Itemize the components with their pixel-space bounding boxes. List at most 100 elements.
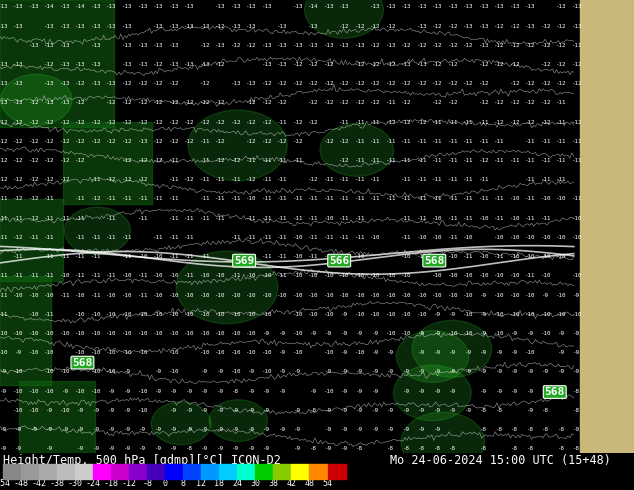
Text: -11: -11 xyxy=(138,196,148,201)
Text: -9: -9 xyxy=(155,369,162,374)
Text: -10: -10 xyxy=(200,350,210,355)
Text: -10: -10 xyxy=(75,331,86,336)
Text: -11: -11 xyxy=(417,196,427,201)
Text: -8: -8 xyxy=(496,408,503,413)
Text: -11: -11 xyxy=(138,216,148,220)
Text: -11: -11 xyxy=(246,158,257,163)
Text: -10: -10 xyxy=(122,273,133,278)
Text: -12: -12 xyxy=(29,120,39,124)
Text: -11: -11 xyxy=(448,216,458,220)
Text: -10: -10 xyxy=(401,273,411,278)
Text: -11: -11 xyxy=(60,254,70,259)
Text: -10: -10 xyxy=(29,389,39,393)
Text: -13: -13 xyxy=(277,24,288,28)
Text: -10: -10 xyxy=(215,350,226,355)
Circle shape xyxy=(151,402,211,445)
Text: -14: -14 xyxy=(75,4,86,9)
Text: -8: -8 xyxy=(450,446,456,451)
Text: 566: 566 xyxy=(329,256,349,266)
Text: -11: -11 xyxy=(262,196,272,201)
Text: -10: -10 xyxy=(138,312,148,317)
Text: -9: -9 xyxy=(155,446,162,451)
Text: -13: -13 xyxy=(494,4,505,9)
Bar xyxy=(0,276,51,385)
Text: 30: 30 xyxy=(250,479,261,488)
Text: -9: -9 xyxy=(171,389,178,393)
Text: -11: -11 xyxy=(91,235,101,240)
Bar xyxy=(219,464,237,479)
Text: -12: -12 xyxy=(525,81,536,86)
Text: -9: -9 xyxy=(527,389,534,393)
Text: -10: -10 xyxy=(401,254,411,259)
Text: -12: -12 xyxy=(432,81,443,86)
Text: -12: -12 xyxy=(510,120,520,124)
Text: -10: -10 xyxy=(153,254,164,259)
Text: -12: -12 xyxy=(401,43,411,48)
Text: -12: -12 xyxy=(417,120,427,124)
Text: -8: -8 xyxy=(356,446,363,451)
Text: -12: -12 xyxy=(122,158,133,163)
Text: -12: -12 xyxy=(308,81,318,86)
Text: -11: -11 xyxy=(184,254,195,259)
Text: -10: -10 xyxy=(138,331,148,336)
Text: -8: -8 xyxy=(387,446,394,451)
Text: -9: -9 xyxy=(481,293,488,297)
Text: 54: 54 xyxy=(323,479,332,488)
Text: -11: -11 xyxy=(401,177,411,182)
Text: -11: -11 xyxy=(308,216,318,220)
Text: -12: -12 xyxy=(385,120,396,124)
Text: -12: -12 xyxy=(370,81,380,86)
Text: -9: -9 xyxy=(325,331,332,336)
Text: -9: -9 xyxy=(248,389,255,393)
Bar xyxy=(292,464,309,479)
Text: -10: -10 xyxy=(169,350,179,355)
Text: -9: -9 xyxy=(93,446,100,451)
Text: -12: -12 xyxy=(44,158,55,163)
Text: -11: -11 xyxy=(13,273,24,278)
Text: -13: -13 xyxy=(91,81,101,86)
Text: -11: -11 xyxy=(308,254,318,259)
Text: -12: -12 xyxy=(169,100,179,105)
Text: -9: -9 xyxy=(46,408,53,413)
Text: -9: -9 xyxy=(15,350,22,355)
Text: -12: -12 xyxy=(339,100,349,105)
Text: -11: -11 xyxy=(385,139,396,144)
Text: -10: -10 xyxy=(215,312,226,317)
Text: -12: -12 xyxy=(107,177,117,182)
Text: -11: -11 xyxy=(262,177,272,182)
Text: -11: -11 xyxy=(354,158,365,163)
Bar xyxy=(93,464,112,479)
Text: -10: -10 xyxy=(572,235,582,240)
Text: -13: -13 xyxy=(463,4,474,9)
Text: -11: -11 xyxy=(44,254,55,259)
Text: -10: -10 xyxy=(354,273,365,278)
Text: -9: -9 xyxy=(341,446,348,451)
Text: -13: -13 xyxy=(153,4,164,9)
Text: -12: -12 xyxy=(262,139,272,144)
Text: -9: -9 xyxy=(372,389,379,393)
Text: -10: -10 xyxy=(448,273,458,278)
Text: -12: -12 xyxy=(0,120,8,124)
Text: -13: -13 xyxy=(0,24,8,28)
Text: -11: -11 xyxy=(262,158,272,163)
Text: -9: -9 xyxy=(450,408,456,413)
Text: -9: -9 xyxy=(217,446,224,451)
Text: -10: -10 xyxy=(385,312,396,317)
Text: -12: -12 xyxy=(91,139,101,144)
Text: -9: -9 xyxy=(124,446,131,451)
Text: -11: -11 xyxy=(417,177,427,182)
Text: -10: -10 xyxy=(401,293,411,297)
Text: -8: -8 xyxy=(573,408,581,413)
Text: -12: -12 xyxy=(215,24,226,28)
Text: -12: -12 xyxy=(354,24,365,28)
Text: -12: -12 xyxy=(354,100,365,105)
Text: -11: -11 xyxy=(572,196,582,201)
Text: -12: -12 xyxy=(308,177,318,182)
Text: -11: -11 xyxy=(463,216,474,220)
Text: -11: -11 xyxy=(200,139,210,144)
Circle shape xyxy=(396,331,469,382)
Text: -10: -10 xyxy=(479,254,489,259)
Bar xyxy=(0,199,63,281)
Text: -11: -11 xyxy=(525,196,536,201)
Text: -9: -9 xyxy=(465,350,472,355)
